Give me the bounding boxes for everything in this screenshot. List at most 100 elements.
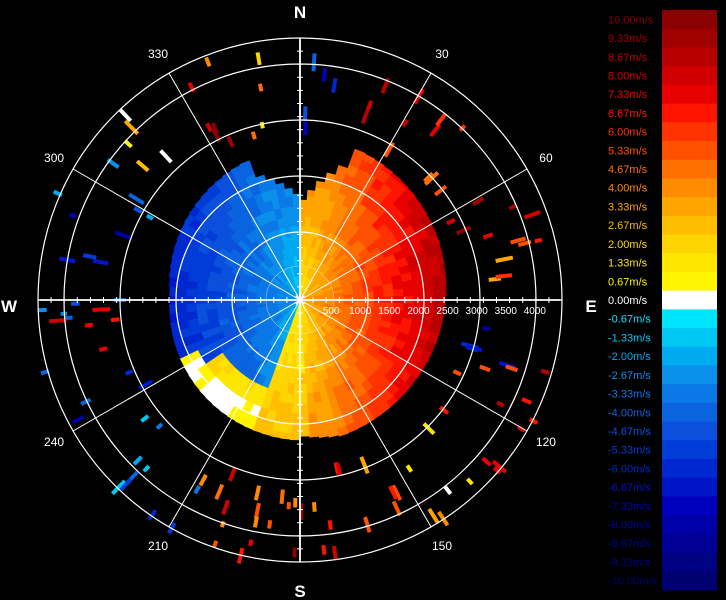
- echo-mark: [159, 149, 173, 164]
- velocity-field: [168, 148, 447, 441]
- velocity-cell: [299, 413, 309, 425]
- velocity-cell: [195, 302, 207, 312]
- velocity-cell: [390, 172, 402, 183]
- legend-label: -7.33m/s: [608, 501, 651, 513]
- echo-mark: [258, 83, 264, 92]
- velocity-cell: [188, 374, 195, 384]
- legend-label: -9.33m/s: [608, 557, 651, 569]
- echo-mark: [360, 106, 371, 125]
- echo-mark: [123, 119, 140, 136]
- legend-swatch: [662, 571, 717, 591]
- velocity-cell: [284, 187, 294, 198]
- echo-mark: [321, 545, 327, 555]
- velocity-cell: [318, 430, 330, 438]
- velocity-cell: [413, 205, 428, 220]
- legend-swatch: [662, 421, 717, 441]
- echo-mark: [303, 121, 308, 136]
- echo-mark: [331, 545, 338, 561]
- velocity-cell: [413, 286, 425, 297]
- range-label: 2500: [436, 306, 459, 317]
- bearing-label: 120: [536, 435, 556, 449]
- echo-mark: [492, 466, 502, 475]
- echo-mark: [147, 509, 158, 521]
- echo-mark: [401, 118, 409, 128]
- velocity-cell: [286, 205, 295, 218]
- legend-label: 2.67m/s: [608, 220, 648, 232]
- velocity-cell: [414, 196, 423, 206]
- legend-label: -1.33m/s: [608, 332, 651, 344]
- legend-label: 5.33m/s: [608, 145, 648, 157]
- echo-mark: [445, 217, 456, 226]
- velocity-cell: [252, 425, 264, 434]
- legend-label: -8.00m/s: [608, 520, 651, 532]
- echo-mark: [423, 171, 440, 186]
- echo-mark: [510, 236, 527, 245]
- legend-label: 3.33m/s: [608, 201, 648, 213]
- velocity-cell: [373, 290, 385, 298]
- velocity-cell: [293, 383, 301, 395]
- legend-swatch: [662, 271, 717, 292]
- velocity-cell: [275, 182, 285, 189]
- legend-swatch: [662, 215, 717, 236]
- bearing-label: 210: [148, 539, 168, 553]
- velocity-cell: [212, 402, 222, 411]
- velocity-cell: [427, 332, 439, 345]
- echo-mark: [123, 139, 133, 149]
- velocity-cell: [235, 301, 247, 308]
- echo-mark: [128, 192, 145, 206]
- velocity-cell: [290, 423, 301, 435]
- echo-mark: [523, 210, 541, 220]
- legend-label: -0.67m/s: [608, 314, 651, 326]
- echo-mark: [205, 122, 213, 133]
- echo-mark: [391, 484, 403, 501]
- bearing-spoke: [72, 168, 301, 301]
- bearing-label: 240: [44, 435, 64, 449]
- center-marker: [295, 295, 305, 305]
- echo-mark: [311, 53, 317, 72]
- echo-mark: [312, 502, 317, 512]
- bearing-label: 60: [539, 151, 553, 165]
- velocity-cell: [327, 428, 340, 438]
- legend-swatch: [662, 47, 717, 67]
- echo-mark: [427, 507, 440, 524]
- velocity-cell: [175, 303, 187, 314]
- compass-north: N: [294, 3, 306, 22]
- velocity-cell: [299, 205, 307, 217]
- echo-mark: [253, 485, 262, 501]
- echo-mark: [140, 414, 150, 423]
- echo-mark: [482, 232, 494, 240]
- legend-swatch: [662, 28, 717, 48]
- echo-mark: [363, 516, 372, 533]
- legend-swatch: [662, 346, 717, 366]
- legend-label: 4.00m/s: [608, 183, 648, 195]
- echo-mark: [193, 484, 202, 495]
- legend-swatch: [662, 384, 717, 404]
- echo-mark: [452, 369, 462, 377]
- velocity-cell: [219, 407, 230, 417]
- legend-swatch: [662, 290, 717, 310]
- echo-mark: [135, 159, 150, 173]
- velocity-cell: [431, 274, 444, 287]
- echo-mark: [302, 106, 308, 121]
- velocity-cell: [392, 281, 404, 291]
- echo-mark: [114, 230, 131, 240]
- legend-label: -5.33m/s: [608, 445, 651, 457]
- echo-mark: [388, 485, 399, 500]
- range-label: 3500: [495, 306, 518, 317]
- echo-mark: [98, 346, 108, 352]
- echo-mark: [429, 123, 442, 138]
- legend-label: 6.00m/s: [608, 127, 648, 139]
- bearing-spoke: [299, 299, 528, 432]
- echo-mark: [327, 520, 333, 530]
- echo-mark: [292, 547, 297, 558]
- velocity-cell: [199, 389, 208, 398]
- echo-mark: [142, 464, 151, 473]
- echo-mark: [118, 478, 133, 493]
- velocity-cell: [423, 285, 435, 296]
- echo-mark: [359, 456, 370, 475]
- velocity-cell: [205, 395, 215, 405]
- legend-swatch: [662, 66, 717, 86]
- velocity-cell: [429, 233, 441, 247]
- velocity-cell: [306, 402, 317, 415]
- velocity-cell: [306, 392, 315, 405]
